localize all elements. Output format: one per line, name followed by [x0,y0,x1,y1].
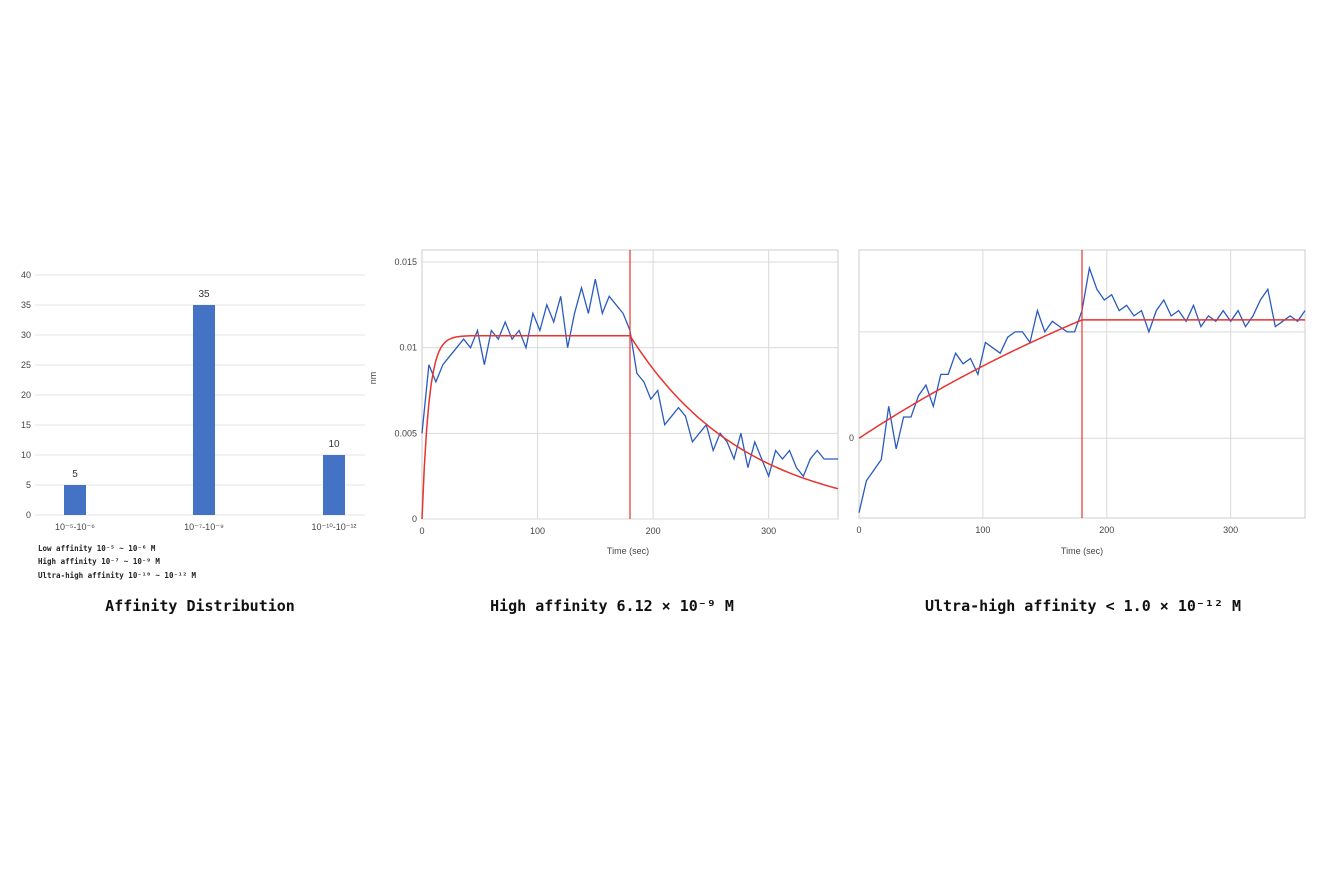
x-tick-label: 0 [419,526,424,536]
x-tick-label: 100 [975,525,990,535]
x-tick-label: 10⁻¹⁰-10⁻¹² [311,522,356,532]
y-tick-label: 30 [21,330,31,340]
y-tick-label: 40 [21,270,31,280]
ultra-high-affinity-sensorgram: 0 100 200 300 0 [849,249,1306,535]
chart-title-affinity-distribution: Affinity Distribution [105,597,295,615]
bar [193,305,215,515]
y-tick-label: 5 [26,480,31,490]
y-tick-label: 0 [26,510,31,520]
x-tick-label: 200 [1099,525,1114,535]
y-tick-label: 25 [21,360,31,370]
y-tick-label: 0.01 [399,343,417,353]
x-tick-label: 200 [646,526,661,536]
chart-title-ultra-high-affinity: Ultra-high affinity < 1.0 × 10⁻¹² M [925,597,1241,615]
bar [64,485,86,515]
bar [323,455,345,515]
y-tick-label: 20 [21,390,31,400]
data-label: 10 [328,439,340,450]
chart-title-high-affinity: High affinity 6.12 × 10⁻⁹ M [490,597,734,615]
high-affinity-sensorgram: 0 100 200 300 0 0.005 0.01 0.015 [394,249,839,536]
x-tick-label: 100 [530,526,545,536]
y-tick-label: 0.015 [394,257,417,267]
y-tick-label: 35 [21,300,31,310]
legend-ultra-high-affinity: Ultra-high affinity 10⁻¹⁰ ~ 10⁻¹² M [38,571,197,580]
y-tick-label: 15 [21,420,31,430]
data-label: 5 [72,469,78,480]
x-tick-label: 10⁻⁷-10⁻⁹ [184,522,224,532]
data-label: 35 [198,289,210,300]
y-tick-label: 0.005 [394,428,417,438]
x-tick-label: 300 [1223,525,1238,535]
y-tick-label: 0 [412,514,417,524]
x-axis-label: Time (sec) [607,546,649,556]
y-axis-label: nm [368,372,378,385]
y-tick-label: 10 [21,450,31,460]
affinity-distribution-chart: 0 5 10 15 20 25 30 35 40 5 10⁻⁵-10⁻⁶ 35 10⁻⁷-10⁻⁹ 10 1… [21,270,365,532]
y-tick-label: 0 [849,433,854,443]
legend-low-affinity: Low affinity 10⁻⁵ ~ 10⁻⁶ M [38,544,156,553]
x-tick-label: 0 [856,525,861,535]
legend-high-affinity: High affinity 10⁻⁷ ~ 10⁻⁹ M [38,557,160,566]
x-tick-label: 10⁻⁵-10⁻⁶ [55,522,95,532]
x-axis-label: Time (sec) [1061,546,1103,556]
x-tick-label: 300 [761,526,776,536]
